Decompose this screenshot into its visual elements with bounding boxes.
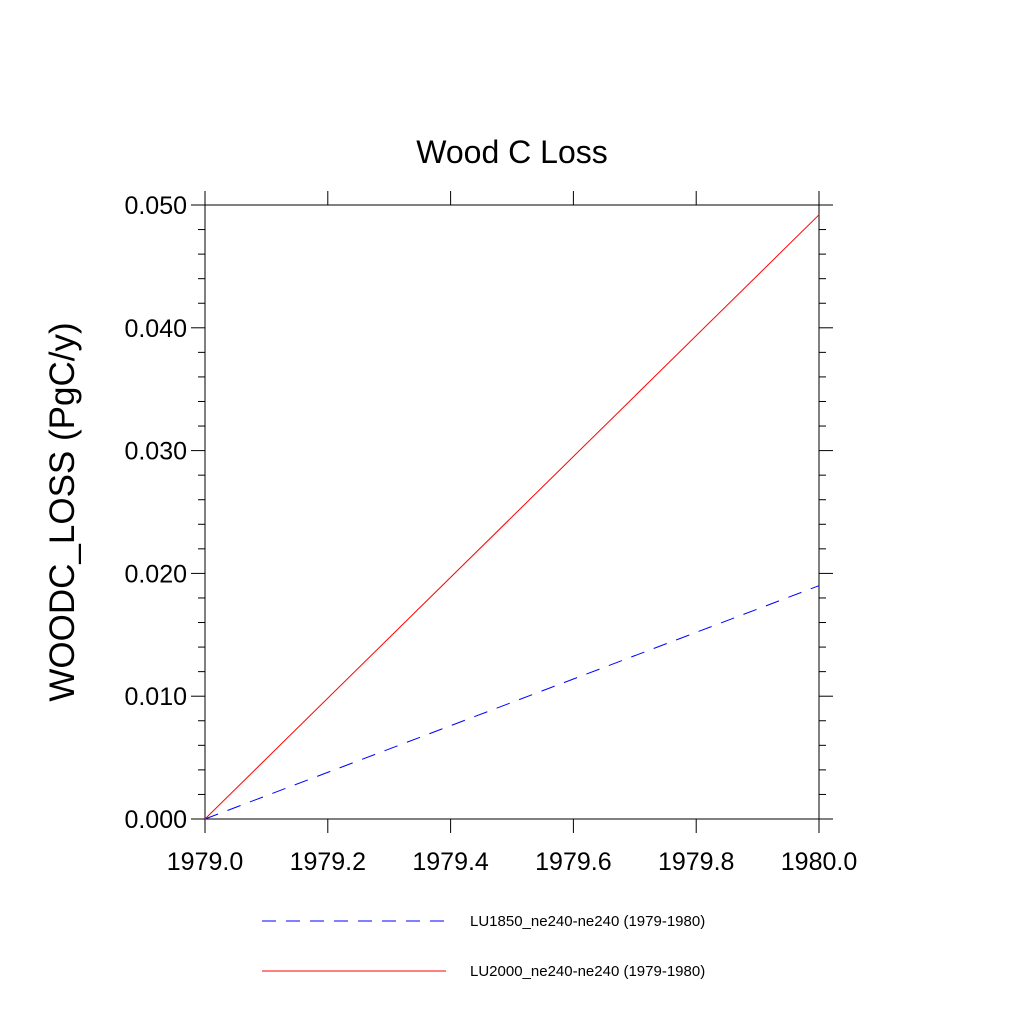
- x-tick-label: 1979.0: [167, 848, 243, 876]
- x-tick-label: 1979.8: [658, 848, 734, 876]
- x-tick-label: 1980.0: [781, 848, 857, 876]
- y-tick-label: 0.020: [124, 560, 187, 588]
- legend: LU1850_ne240-ne240 (1979-1980) LU2000_ne2…: [262, 913, 705, 980]
- y-tick-label: 0.050: [124, 192, 187, 220]
- y-tick-label: 0.040: [124, 315, 187, 343]
- series-line: [204, 214, 820, 820]
- series-line: [204, 585, 820, 820]
- x-tick-label: 1979.6: [535, 848, 611, 876]
- x-tick-label: 1979.4: [412, 848, 489, 876]
- x-tick-label: 1979.2: [290, 848, 366, 876]
- axis-ticks: [191, 191, 833, 833]
- y-axis-label: WOODC_LOSS (PgC/y): [43, 322, 82, 701]
- tick-labels: 1979.0 1979.2 1979.4 1979.6 1979.8 1980.0 0.00…: [124, 192, 857, 876]
- legend-label: LU2000_ne240-ne240 (1979-1980): [470, 963, 705, 980]
- y-tick-label: 0.030: [124, 438, 187, 466]
- chart-title: Wood C Loss: [416, 134, 608, 170]
- series-lines: [204, 214, 820, 820]
- plot-frame: [204, 204, 820, 820]
- y-tick-label: 0.010: [124, 683, 187, 711]
- legend-label: LU1850_ne240-ne240 (1979-1980): [470, 913, 705, 930]
- y-tick-label: 0.000: [124, 806, 187, 834]
